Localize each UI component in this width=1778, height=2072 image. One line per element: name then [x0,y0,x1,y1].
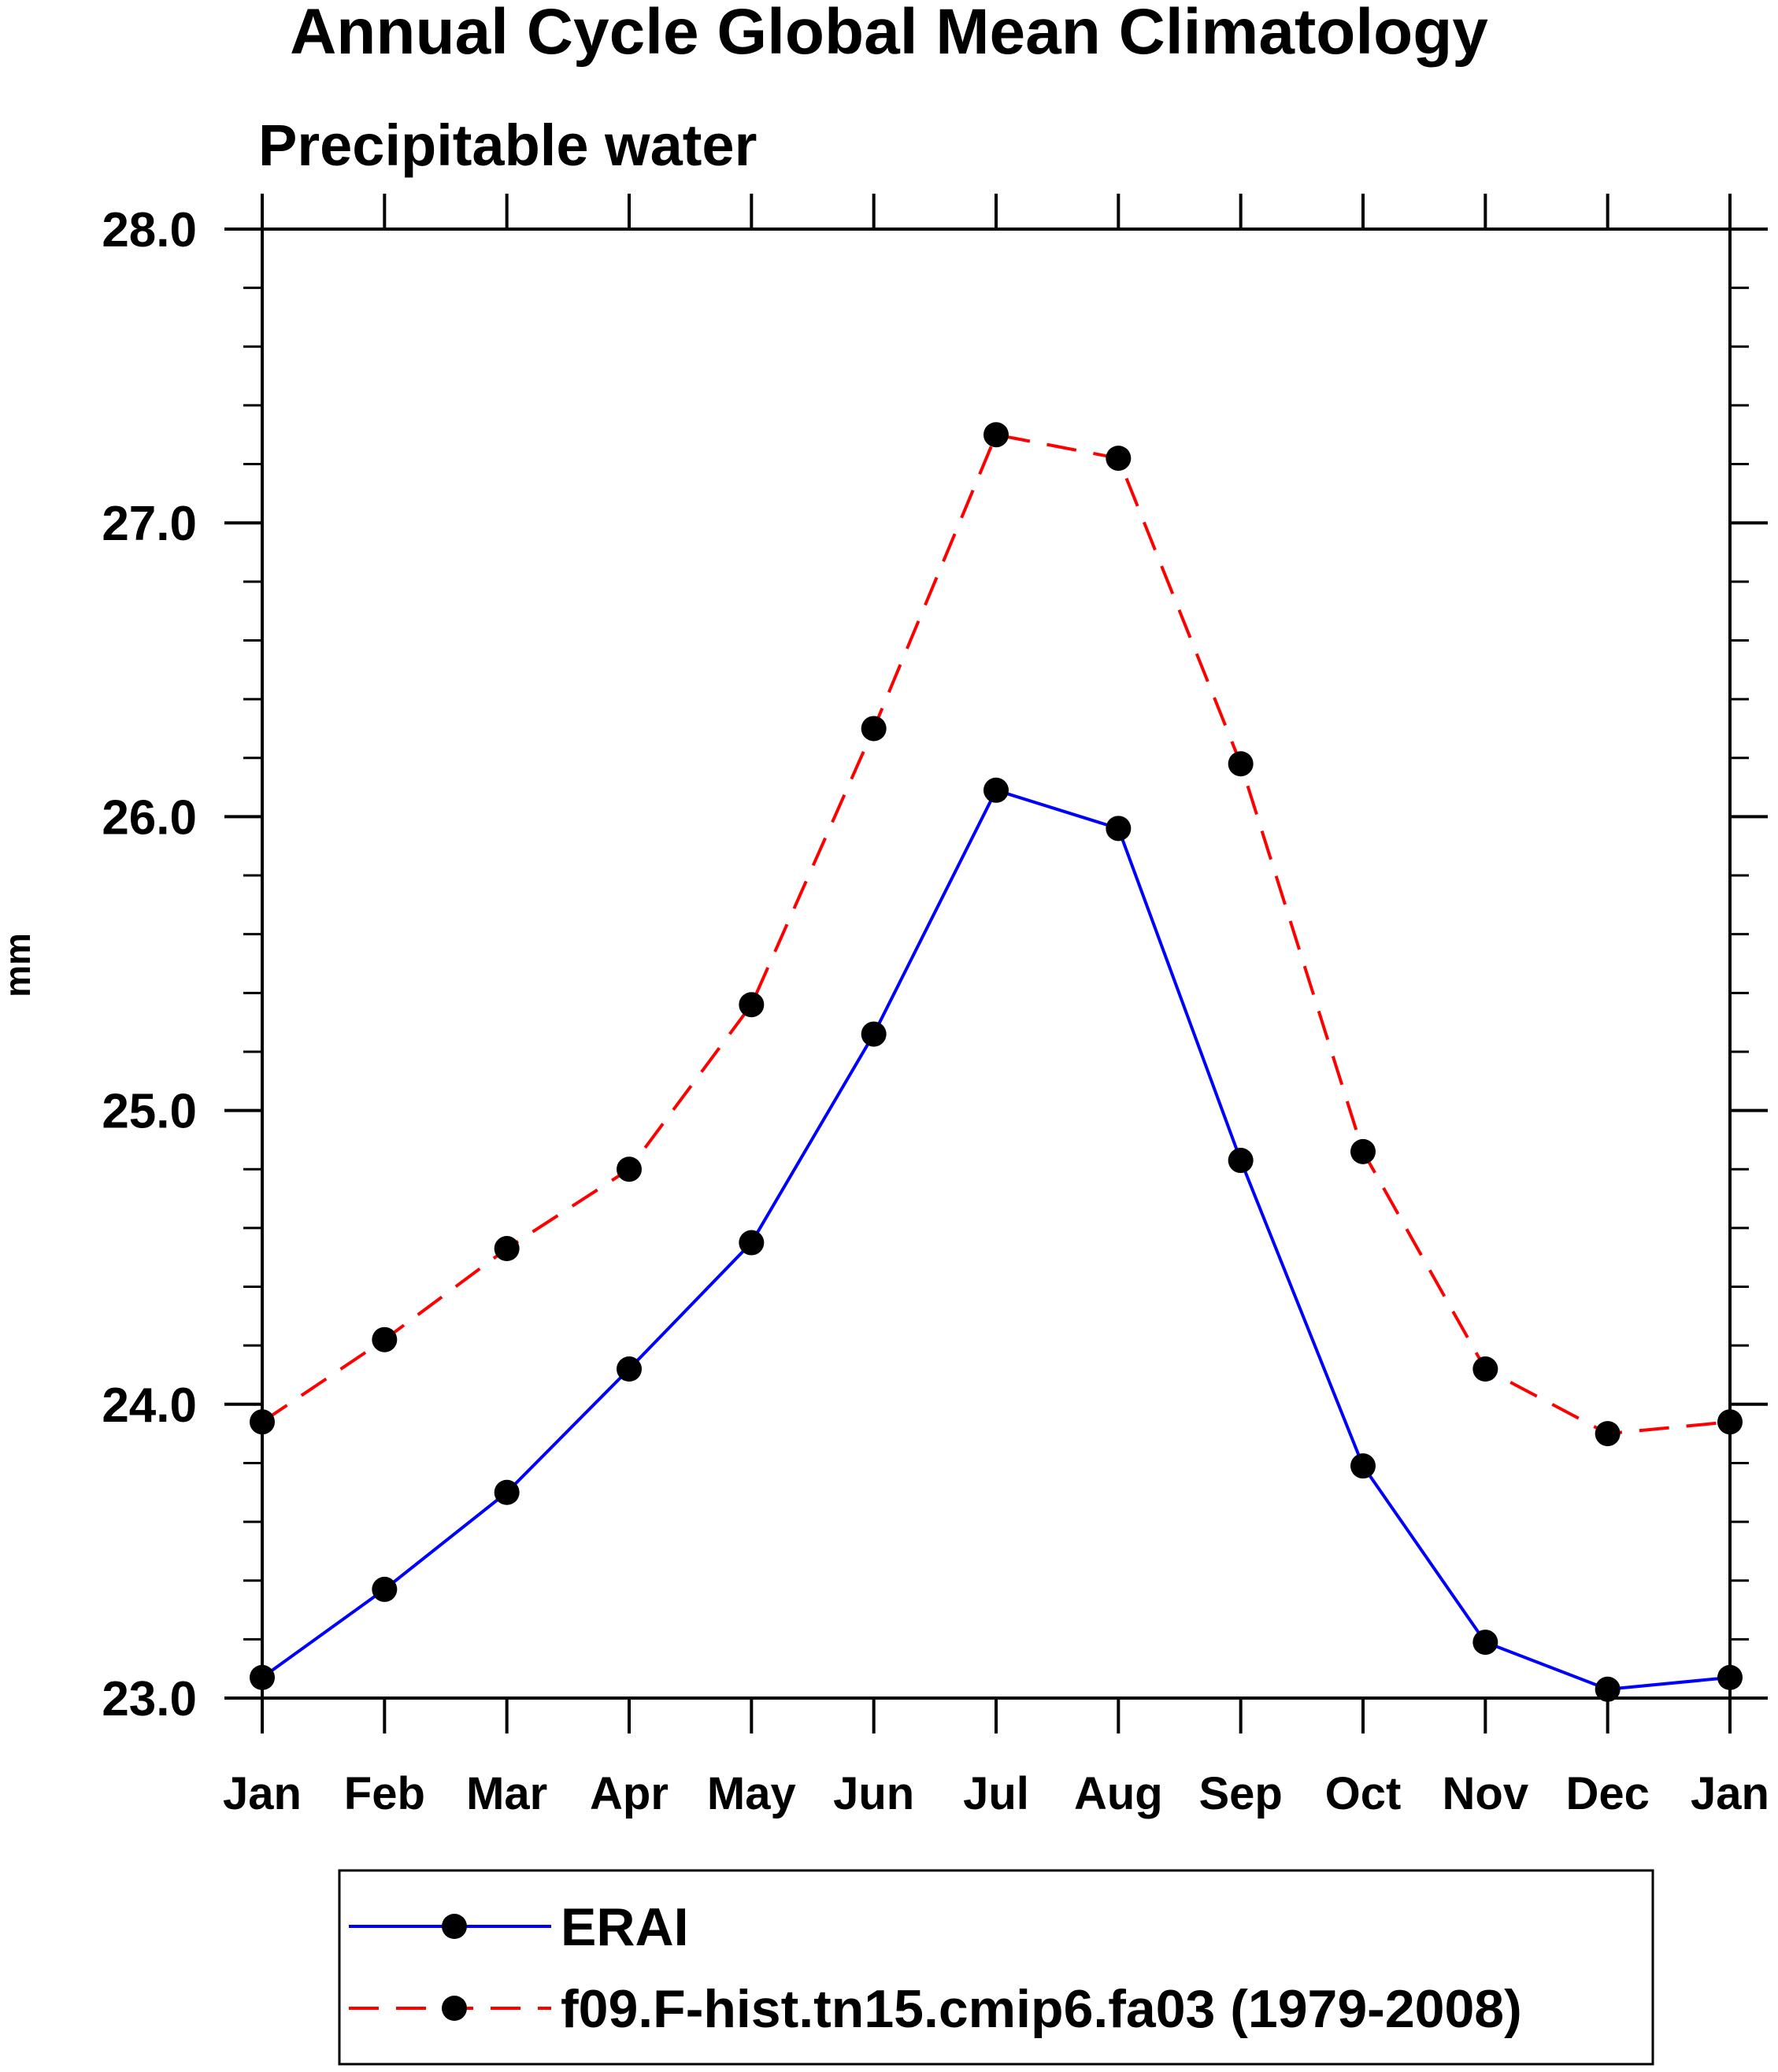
data-point [494,1479,520,1505]
plot-frame [261,228,1732,1700]
legend-label: ERAI [561,1897,688,1957]
series-1 [250,422,1743,1447]
x-tick-label: Aug [1074,1768,1163,1819]
data-point [861,716,887,742]
legend-label: f09.F-hist.tn15.cmip6.fa03 (1979-2008) [561,1979,1522,2039]
series-0 [250,777,1743,1702]
x-tick-label: Jan [223,1768,302,1819]
data-point [1350,1453,1376,1479]
series-line [261,788,1731,1691]
legend: ERAI f09.F-hist.tn15.cmip6.fa03 (1979-200… [338,1869,1654,2066]
data-point [1595,1676,1621,1702]
data-point [494,1236,520,1262]
x-tick-label: Sep [1198,1768,1282,1819]
data-point [1717,1409,1743,1435]
x-tick-label: Apr [590,1768,669,1819]
x-tick-label: Mar [466,1768,547,1819]
x-tick-label: Feb [344,1768,425,1819]
data-point [1717,1664,1743,1690]
x-tick-label: Jun [833,1768,914,1819]
data-point [1106,816,1132,842]
data-point [983,777,1009,803]
data-point [1106,446,1132,472]
data-point [1472,1630,1498,1656]
x-tick-label: Oct [1325,1768,1402,1819]
y-axis-label: mm [0,933,38,997]
data-point [617,1356,642,1382]
data-point [1228,1148,1254,1174]
series-layer [250,422,1743,1702]
data-point [1350,1138,1376,1164]
x-tick-label: Dec [1565,1768,1649,1819]
y-tick-label: 24.0 [102,1378,197,1433]
y-tick-label: 27.0 [102,497,197,551]
data-point [617,1156,642,1182]
data-point [739,992,765,1018]
y-tick-label: 28.0 [102,203,197,257]
y-tick-label: 23.0 [102,1672,197,1726]
x-tick-label: Jan [1691,1768,1769,1819]
series-line [261,432,1731,1436]
legend-swatch-marker [442,1914,467,1939]
data-point [372,1576,398,1602]
y-tick-label: 26.0 [102,790,197,845]
x-tick-label: Jul [963,1768,1029,1819]
chart-title: Annual Cycle Global Mean Climatology [290,0,1488,68]
y-tick-label: 25.0 [102,1085,197,1139]
data-point [250,1664,275,1690]
legend-swatch-marker [442,1996,467,2021]
data-point [1228,751,1254,777]
chart-subtitle: Precipitable water [258,113,757,178]
data-point [1595,1421,1621,1447]
x-tick-label: May [707,1768,796,1819]
axes: 23.0 24.0 25.0 26.0 27.0 28.0 Jan Feb Mar Apr May J… [102,194,1769,1819]
x-tick-label: Nov [1443,1768,1529,1819]
data-point [250,1409,275,1435]
data-point [1472,1356,1498,1382]
data-point [983,422,1009,448]
data-point [372,1326,398,1352]
data-point [739,1230,765,1256]
legend-box [338,1869,1654,2066]
data-point [861,1021,887,1047]
